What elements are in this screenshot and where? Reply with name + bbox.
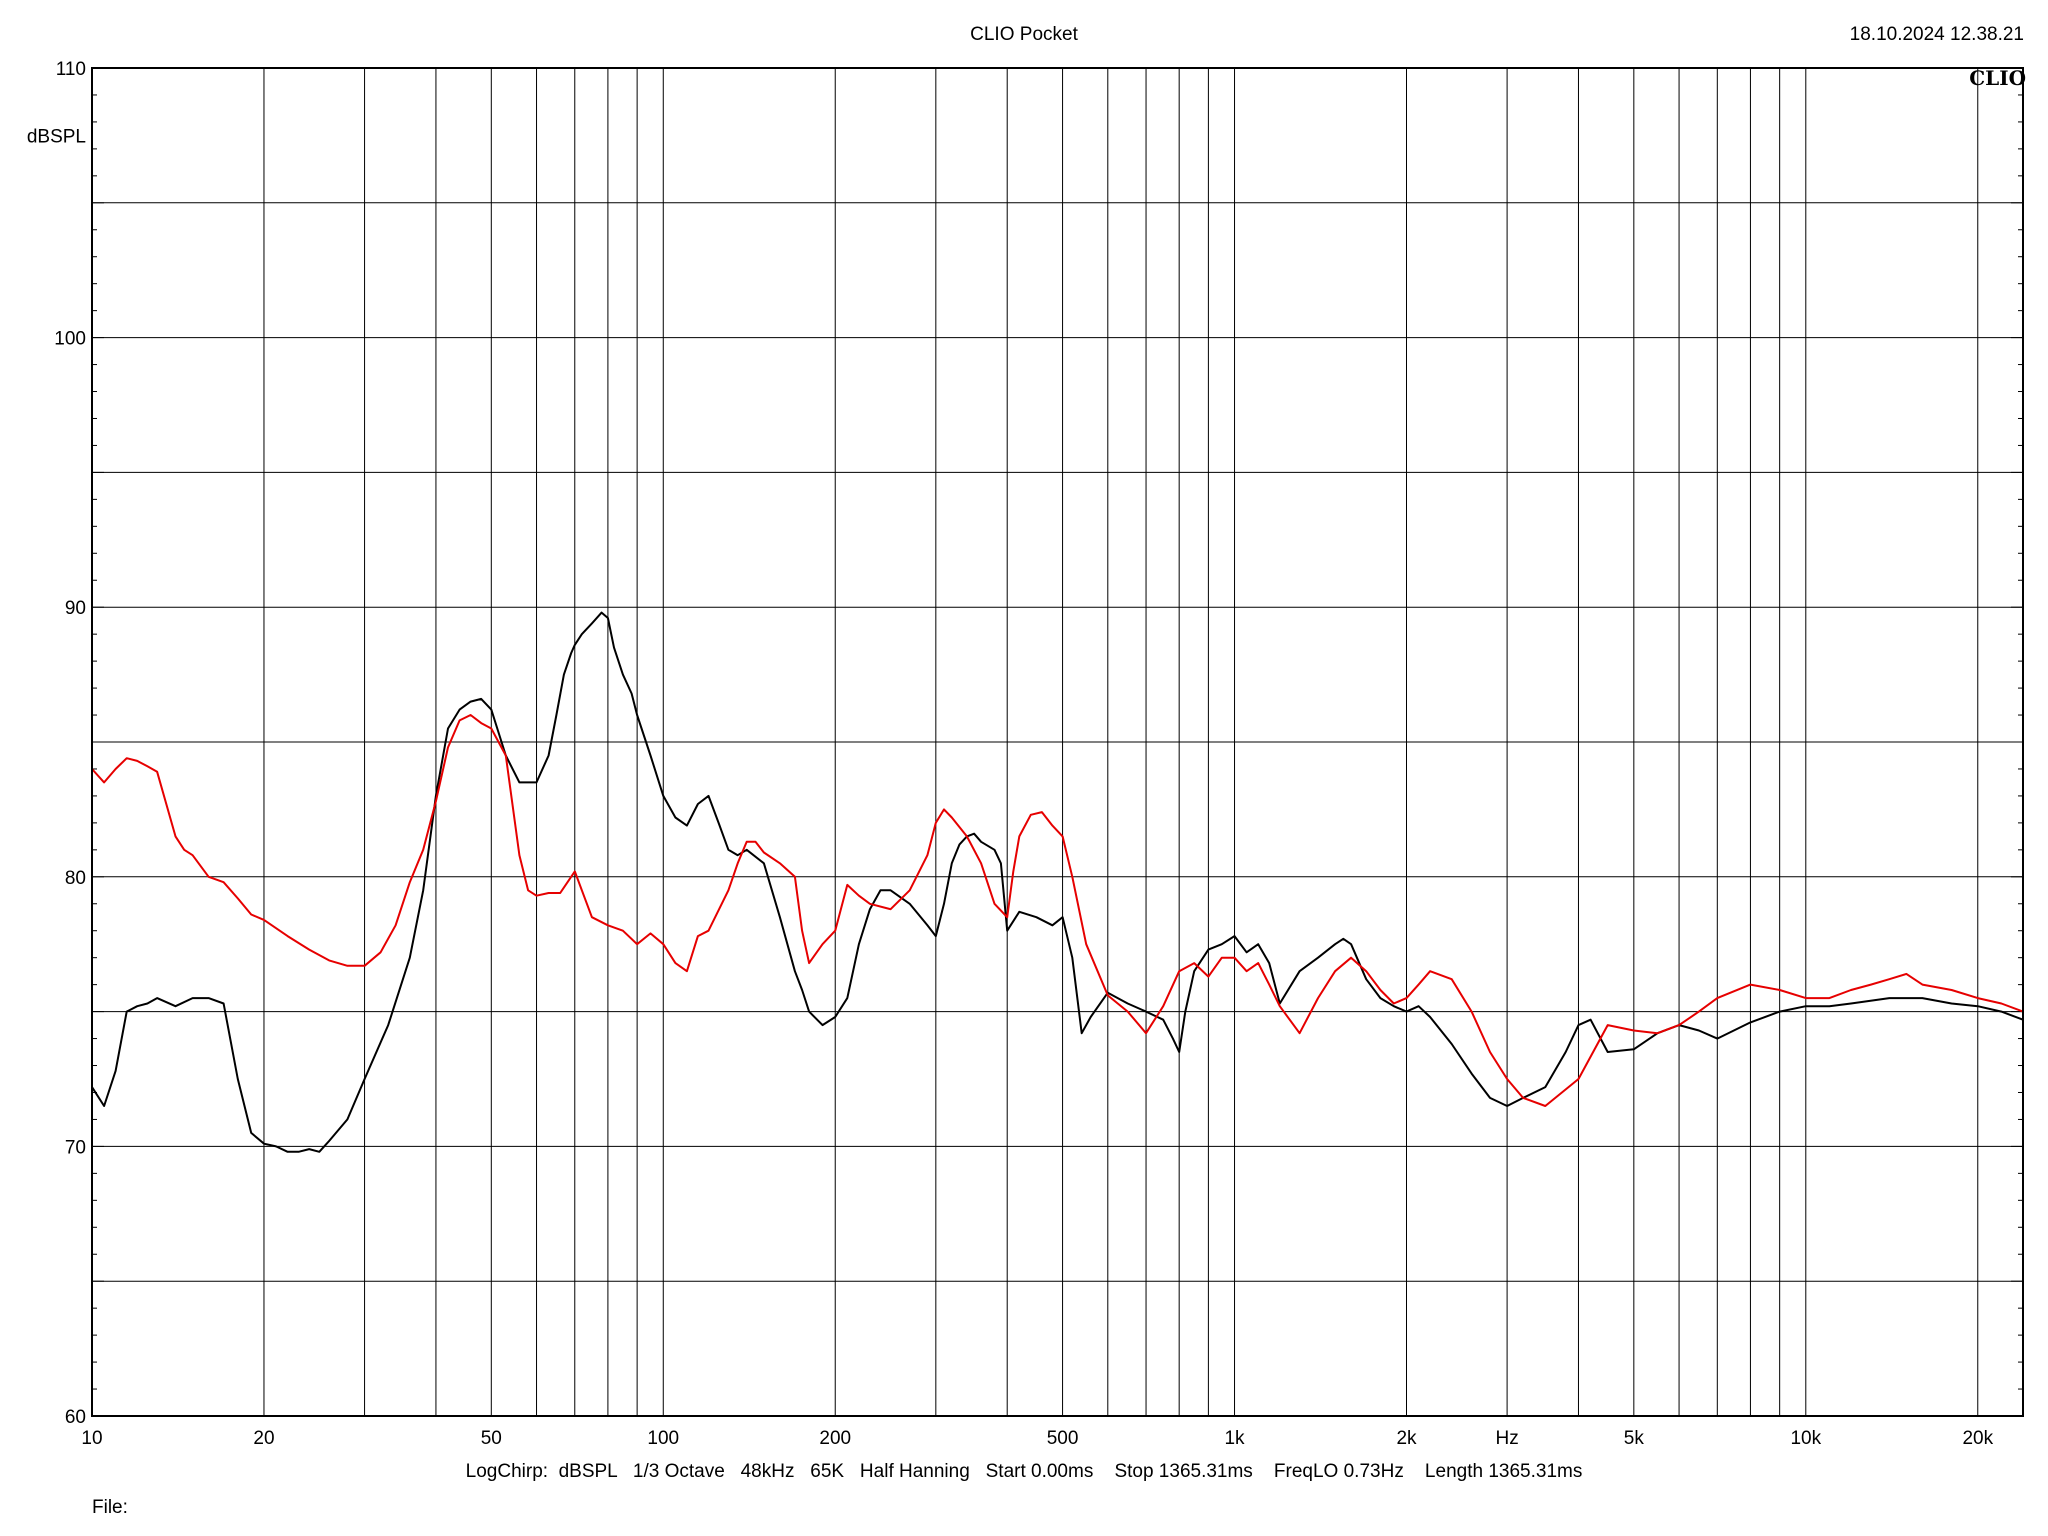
x-axis-label: Hz <box>1495 1428 1518 1449</box>
y-tick-label: 110 <box>56 59 86 80</box>
timestamp: 18.10.2024 12.38.21 <box>1849 24 2024 45</box>
y-tick-label: 100 <box>54 329 86 350</box>
x-tick-label: 1k <box>1224 1428 1245 1449</box>
x-tick-label: 2k <box>1396 1428 1417 1449</box>
y-tick-label: 60 <box>65 1407 86 1428</box>
x-tick-label: 50 <box>481 1428 502 1449</box>
series-layer <box>91 611 2024 1153</box>
x-tick-label: 5k <box>1624 1428 1645 1449</box>
tick-labels: 10 20 50 100 200 500 1k 2k 5k 10k 20k 60 70 80 90 100 11… <box>54 59 1993 1449</box>
x-tick-label: 200 <box>819 1428 851 1449</box>
y-tick-label: 90 <box>65 598 86 619</box>
clio-logo: CLIO <box>1969 66 2026 90</box>
grid <box>92 68 2023 1416</box>
y-tick-label: 70 <box>65 1137 86 1158</box>
x-tick-label: 20 <box>253 1428 274 1449</box>
series-line-2 <box>91 714 2024 1107</box>
measurement-settings: LogChirp: dBSPL 1/3 Octave 48kHz 65K Hal… <box>465 1461 1583 1482</box>
x-tick-label: 500 <box>1047 1428 1079 1449</box>
x-tick-label: 10k <box>1790 1428 1821 1449</box>
y-tick-label: 80 <box>65 868 86 889</box>
file-label: File: <box>92 1497 128 1518</box>
x-tick-label: 20k <box>1962 1428 1993 1449</box>
x-tick-label: 10 <box>81 1428 102 1449</box>
chart-title: CLIO Pocket <box>970 24 1078 45</box>
plot-frame <box>91 67 2024 1417</box>
x-tick-label: 100 <box>647 1428 679 1449</box>
series-line-1 <box>91 611 2024 1153</box>
y-axis-label: dBSPL <box>27 126 86 147</box>
